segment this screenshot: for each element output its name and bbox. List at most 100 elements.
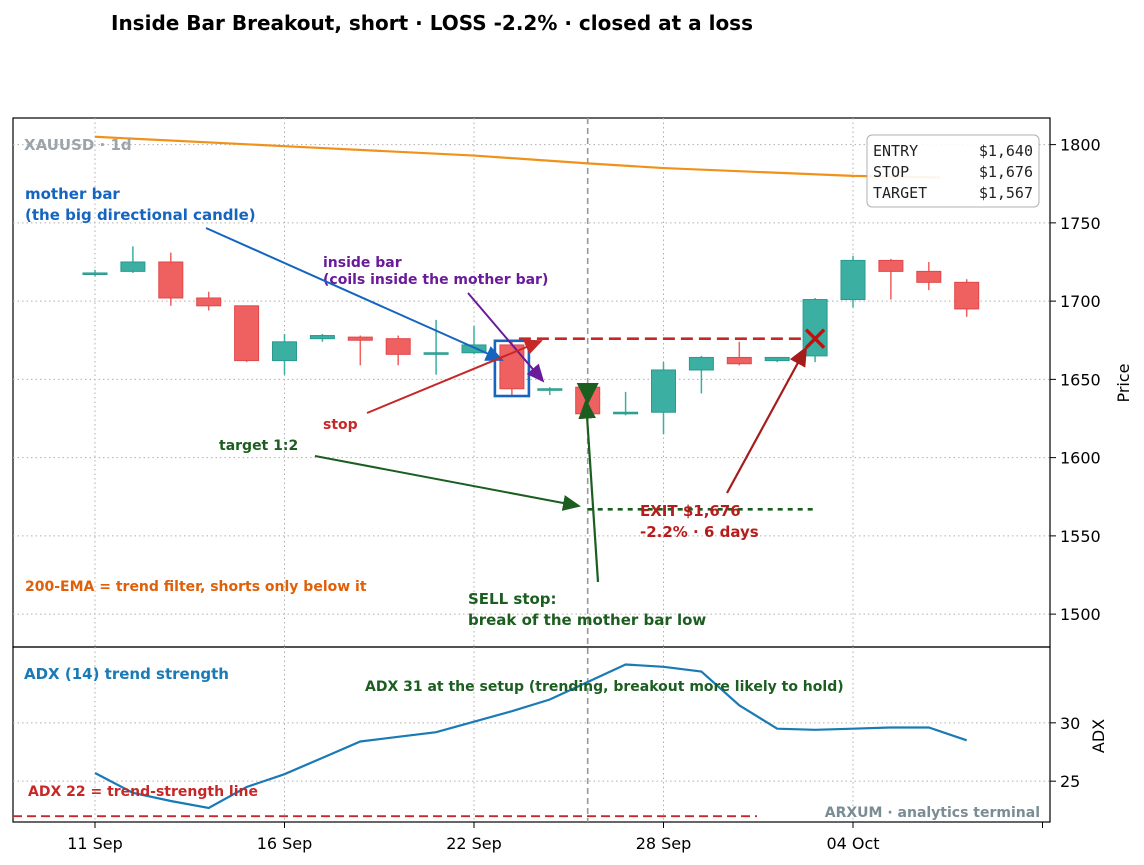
candle-body (954, 281, 980, 310)
candle (309, 333, 335, 342)
info-target-value: $1,567 (979, 184, 1033, 202)
candle (840, 255, 866, 308)
x-tick-label: 16 Sep (257, 834, 313, 853)
price-tick-label: 1650 (1060, 370, 1101, 389)
candle-body (840, 259, 866, 301)
candle-body (499, 344, 525, 390)
candle (347, 335, 373, 366)
info-box-bg (866, 134, 1040, 208)
symbol-label: XAUUSD · 1d (24, 136, 132, 154)
sell-stop-label-line1: SELL stop: (468, 590, 557, 608)
adx-threshold-label: ADX 22 = trend-strength line (28, 784, 258, 800)
x-tick-label: 22 Sep (446, 834, 502, 853)
adx-line (94, 663, 968, 810)
exit-marker (804, 328, 826, 349)
x-ticks: 11 Sep 16 Sep 22 Sep 28 Sep 04 Oct (67, 822, 1043, 853)
candle (82, 269, 108, 277)
adx-y-label: ADX (1089, 719, 1108, 753)
price-tick-label: 1550 (1060, 527, 1101, 546)
sell-stop-label-line2: break of the mother bar low (468, 611, 706, 629)
stop-arrow (366, 339, 543, 414)
candle-body (423, 352, 449, 355)
ema200-line (94, 135, 941, 179)
mother-bar-label-line1: mother bar (25, 185, 120, 203)
inside-bar-label-line2: (coils inside the mother bar) (323, 272, 548, 288)
candle-body (916, 270, 942, 283)
candles-layer (82, 246, 980, 435)
price-y-label: Price (1114, 363, 1133, 402)
candle-body (385, 338, 411, 355)
candle (878, 258, 904, 300)
mother-bar-label-line2: (the big directional candle) (25, 206, 256, 224)
price-grid (13, 118, 1050, 647)
price-tick-label: 1600 (1060, 449, 1101, 468)
candle-body (613, 411, 639, 415)
candle (537, 387, 563, 396)
target-arrow (314, 455, 581, 511)
candle-body (347, 336, 373, 341)
ema-filter-note: 200-EMA = trend filter, shorts only belo… (25, 579, 367, 595)
price-y-ticks: 1500 1550 1600 1650 1700 1750 1800 (1050, 136, 1101, 624)
candle-body (234, 305, 260, 362)
x-tick-label: 04 Oct (826, 834, 879, 853)
candle-body (537, 388, 563, 391)
info-stop-value: $1,676 (979, 163, 1033, 181)
candle-body (309, 335, 335, 340)
info-entry-label: ENTRY (873, 142, 918, 160)
mother-bar-arrow (205, 227, 504, 361)
candle-body (726, 356, 752, 365)
target-label: target 1:2 (219, 438, 298, 454)
candle (954, 279, 980, 317)
candle-body (158, 261, 184, 299)
candle-body (272, 341, 297, 362)
x-tick-label: 11 Sep (67, 834, 123, 853)
candle (461, 326, 487, 355)
levels-layer (518, 118, 816, 822)
info-target-label: TARGET (873, 184, 927, 202)
price-tick-label: 1800 (1060, 136, 1101, 155)
adx-setup-note: ADX 31 at the setup (trending, breakout … (365, 679, 844, 695)
info-entry-value: $1,640 (979, 142, 1033, 160)
candle (764, 356, 790, 363)
candle-body (651, 369, 676, 413)
inside-bar-label-line1: inside bar (323, 255, 402, 271)
candle-body (82, 272, 108, 276)
candle-body (878, 259, 904, 272)
sell-marker (576, 383, 599, 406)
adx-tick-label: 30 (1060, 714, 1080, 733)
candle (158, 252, 184, 306)
candle (385, 335, 411, 366)
candle (272, 333, 297, 375)
candle-body (764, 356, 790, 362)
inside-bar-arrow (467, 292, 545, 383)
x-tick-label: 28 Sep (636, 834, 692, 853)
adx-panel-frame (12, 646, 1051, 823)
info-stop-label: STOP (873, 163, 909, 181)
price-tick-label: 1750 (1060, 214, 1101, 233)
candle (196, 291, 222, 311)
candle-body (120, 261, 146, 272)
sell-stop-arrow (578, 398, 600, 583)
candle (613, 391, 639, 416)
candle (120, 246, 146, 273)
price-tick-label: 1700 (1060, 292, 1101, 311)
exit-label-line1: EXIT $1,676 (640, 502, 741, 520)
adx-tick-label: 25 (1060, 772, 1080, 791)
adx-y-ticks: 25 30 (1050, 714, 1080, 791)
candle (651, 362, 676, 435)
ema-layer (94, 135, 941, 179)
chart-title: Inside Bar Breakout, short · LOSS -2.2% … (111, 11, 753, 35)
candle (916, 261, 942, 291)
candle (423, 319, 449, 375)
watermark: ARXUM · analytics terminal (825, 805, 1040, 821)
price-tick-label: 1500 (1060, 605, 1101, 624)
candle-body (196, 297, 222, 307)
candle-body (688, 356, 714, 371)
adx-layer (13, 663, 968, 818)
stop-label: stop (323, 417, 358, 433)
adx-grid (13, 647, 1050, 822)
candle (234, 305, 260, 363)
adx-title: ADX (14) trend strength (24, 665, 229, 683)
candle (726, 341, 752, 366)
